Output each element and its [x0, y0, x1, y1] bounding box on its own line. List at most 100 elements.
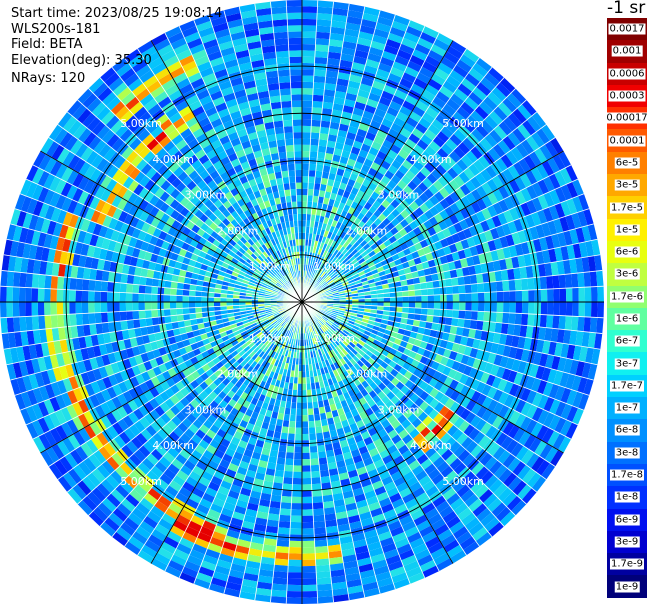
range-gate-bin: [339, 535, 353, 545]
range-gate-bin: [459, 536, 476, 550]
range-gate-bin: [374, 262, 383, 269]
range-gate-bin: [408, 165, 420, 176]
range-gate-bin: [401, 554, 418, 567]
range-gate-bin: [337, 72, 351, 81]
range-gate-bin: [443, 183, 455, 195]
range-gate-bin: [94, 312, 102, 324]
range-gate-bin: [319, 318, 326, 325]
range-gate-bin: [470, 480, 485, 494]
range-gate-bin: [383, 44, 399, 56]
range-gate-bin: [314, 539, 328, 547]
range-gate-bin: [434, 391, 445, 402]
range-gate-bin: [394, 169, 405, 180]
range-gate-bin: [452, 293, 460, 302]
range-gate-bin: [539, 443, 553, 460]
range-gate-bin: [270, 596, 287, 604]
range-gate-bin: [434, 240, 443, 251]
range-gate-bin: [292, 471, 302, 479]
range-gate-bin: [44, 288, 51, 302]
range-gate-bin: [416, 155, 429, 167]
range-gate-bin: [362, 12, 379, 23]
range-gate-bin: [381, 542, 397, 554]
range-gate-bin: [313, 75, 326, 83]
range-gate-bin: [315, 388, 322, 396]
range-gate-bin: [493, 464, 508, 479]
range-gate-bin: [493, 125, 508, 140]
range-gate-bin: [353, 362, 361, 371]
range-gate-bin: [466, 256, 475, 267]
range-gate-bin: [313, 514, 325, 522]
range-gate-bin: [316, 286, 323, 291]
range-gate-bin: [335, 84, 348, 93]
range-gate-bin: [437, 247, 446, 258]
range-gate-bin: [480, 262, 489, 274]
range-gate-bin: [470, 201, 482, 214]
range-gate-bin: [325, 289, 332, 293]
range-gate-bin: [377, 221, 387, 231]
range-gate-bin: [309, 226, 314, 234]
range-gate-bin: [317, 145, 327, 153]
range-gate-bin: [330, 247, 337, 255]
range-gate-bin: [583, 316, 591, 333]
range-gate-bin: [421, 502, 436, 515]
range-gate-bin: [583, 271, 591, 288]
range-gate-bin: [367, 167, 378, 177]
range-gate-bin: [336, 517, 350, 526]
range-gate-bin: [401, 174, 412, 186]
range-gate-bin: [315, 260, 320, 268]
range-gate-bin: [313, 521, 326, 529]
range-gate-bin: [302, 226, 306, 233]
range-gate-bin: [349, 284, 357, 289]
range-gate-bin: [395, 311, 403, 318]
range-gate-bin: [363, 529, 378, 539]
range-gate-bin: [355, 551, 371, 561]
range-gate-bin: [327, 279, 334, 285]
range-gate-bin: [496, 291, 504, 302]
range-gate-bin: [335, 374, 342, 383]
range-gate-bin: [509, 179, 521, 194]
range-gate-bin: [474, 264, 483, 275]
range-gate-bin: [478, 100, 494, 116]
range-gate-bin: [370, 290, 378, 295]
range-gate-bin: [44, 302, 51, 316]
range-gate-bin: [515, 445, 529, 461]
range-gate-bin: [290, 408, 297, 416]
range-gate-bin: [513, 218, 524, 232]
range-gate-bin: [347, 9, 364, 19]
range-gate-bin: [498, 121, 513, 136]
range-gate-bin: [339, 59, 353, 69]
range-gate-bin: [465, 440, 478, 454]
range-gate-bin: [558, 151, 572, 168]
range-gate-bin: [488, 321, 496, 333]
range-gate-bin: [334, 280, 342, 285]
range-gate-bin: [423, 328, 432, 337]
range-gate-bin: [290, 515, 302, 523]
range-gate-bin: [366, 152, 377, 162]
range-gate-bin: [302, 75, 314, 83]
range-gate-bin: [433, 552, 450, 566]
range-gate-bin: [499, 235, 509, 249]
range-gate-bin: [366, 442, 377, 452]
range-gate-bin: [439, 356, 449, 366]
range-gate-bin: [329, 474, 340, 483]
range-gate-bin: [578, 346, 588, 363]
range-gate-bin: [18, 302, 26, 317]
range-gate-bin: [350, 146, 361, 156]
range-gate-bin: [318, 278, 325, 285]
range-gate-bin: [391, 20, 408, 32]
range-gate-bin: [461, 512, 477, 526]
range-gate-bin: [442, 420, 454, 433]
range-gate-bin: [478, 253, 487, 265]
range-gate-bin: [333, 278, 341, 284]
range-gate-bin: [412, 432, 425, 444]
range-gate-bin: [308, 433, 317, 441]
range-gate-bin: [438, 220, 448, 231]
range-gate-bin: [280, 502, 292, 510]
range-gate-bin: [476, 405, 488, 419]
range-gate-bin: [476, 273, 484, 284]
range-gate-bin: [377, 382, 387, 391]
range-gate-bin: [423, 188, 434, 200]
range-gate-bin: [408, 190, 419, 201]
range-gate-bin: [512, 461, 526, 477]
range-gate-bin: [443, 245, 452, 256]
